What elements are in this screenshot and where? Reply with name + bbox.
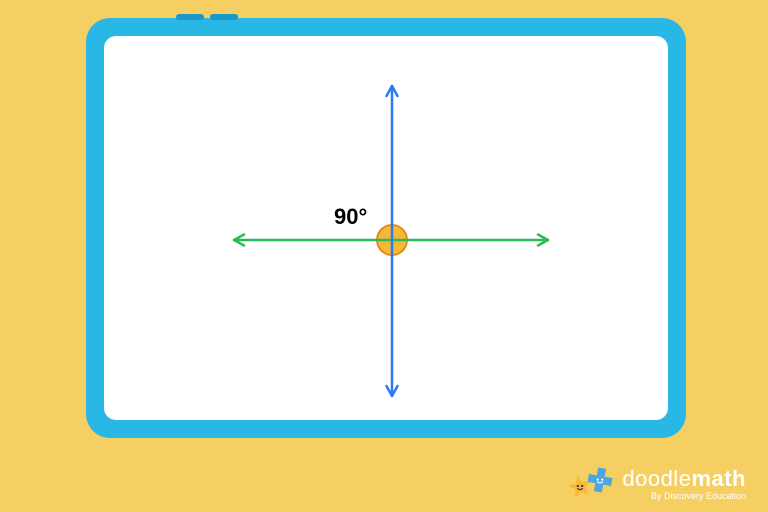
brand-word-1: doodle <box>622 466 691 491</box>
brand-icons-svg <box>568 466 616 502</box>
brand-word-2: math <box>691 466 746 491</box>
stage: 90° doodlemath By Discovery Education <box>0 0 768 512</box>
brand-text: doodlemath By Discovery Education <box>622 468 746 501</box>
tablet-button-2 <box>210 14 238 20</box>
brand-icons <box>568 466 616 502</box>
brand-logo: doodlemath By Discovery Education <box>568 466 746 502</box>
brand-name: doodlemath <box>622 468 746 490</box>
brand-byline: By Discovery Education <box>651 492 746 501</box>
tablet-button-1 <box>176 14 204 20</box>
tablet-screen: 90° <box>104 36 668 420</box>
angle-label: 90° <box>334 204 367 230</box>
perpendicular-lines-diagram <box>104 36 668 420</box>
plus-icon <box>586 466 614 494</box>
